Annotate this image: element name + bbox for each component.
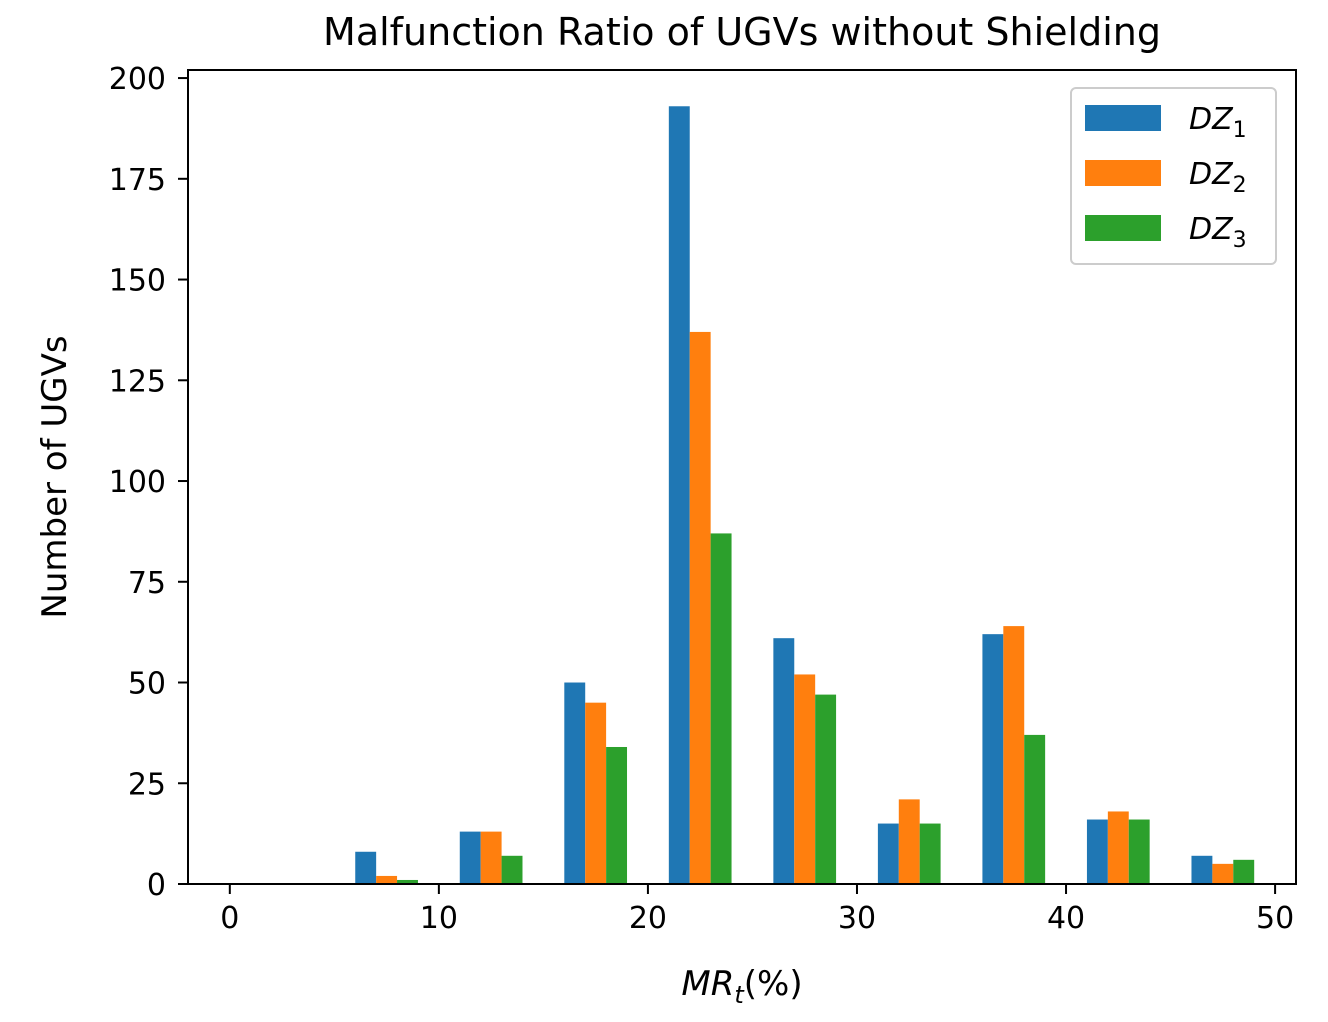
y-tick-label: 50 <box>128 667 166 702</box>
legend-label-sub: 3 <box>1233 228 1247 253</box>
legend-label-dz1: DZ1 <box>1189 102 1247 143</box>
chart-title: Malfunction Ratio of UGVs without Shield… <box>323 10 1161 54</box>
bar-dz1-bin-9 <box>1191 855 1213 884</box>
bar-dz2-bin-8 <box>1107 811 1129 884</box>
bar-dz3-bin-4 <box>710 533 732 884</box>
y-tick-label: 75 <box>128 566 166 601</box>
legend-swatch-dz1 <box>1085 105 1161 131</box>
bar-dz2-bin-2 <box>480 831 502 884</box>
bar-dz1-bin-1 <box>355 851 377 884</box>
bar-dz1-bin-2 <box>459 831 481 884</box>
bar-dz3-bin-8 <box>1128 819 1150 884</box>
plot-frame <box>187 69 1297 885</box>
y-tick-label: 100 <box>109 465 166 500</box>
x-tick-label: 50 <box>1256 901 1294 936</box>
bar-dz2-bin-5 <box>794 674 816 884</box>
y-tick-label: 150 <box>109 264 166 299</box>
bar-dz2-bin-7 <box>1003 626 1025 884</box>
x-axis-title-rest: (%) <box>744 964 803 1004</box>
bar-dz2-bin-3 <box>585 702 607 884</box>
x-axis-title: MRt(%) <box>681 964 802 1009</box>
x-tick-label: 20 <box>629 901 667 936</box>
x-tick-label: 30 <box>838 901 876 936</box>
bar-dz1-bin-4 <box>668 106 690 884</box>
bar-dz1-bin-6 <box>877 823 899 884</box>
y-tick-label: 200 <box>109 62 166 97</box>
legend-label-dz3: DZ3 <box>1189 212 1247 253</box>
y-axis-title: Number of UGVs <box>35 335 75 618</box>
bar-dz2-bin-6 <box>898 799 920 884</box>
bar-dz3-bin-6 <box>919 823 941 884</box>
x-axis-title-main: MR <box>681 964 734 1004</box>
x-tick-label: 0 <box>220 901 239 936</box>
y-tick-label: 0 <box>147 868 166 903</box>
bar-dz2-bin-4 <box>689 331 711 885</box>
bar-dz3-bin-3 <box>606 746 628 884</box>
legend-label-main: DZ <box>1189 212 1234 247</box>
legend-swatch-dz3 <box>1085 215 1161 241</box>
legend-label-sub: 1 <box>1233 118 1247 143</box>
legend-swatch-dz2 <box>1085 160 1161 186</box>
bar-dz1-bin-5 <box>773 638 795 884</box>
bar-dz1-bin-8 <box>1086 819 1108 884</box>
bar-dz2-bin-9 <box>1212 863 1234 884</box>
legend-label-main: DZ <box>1189 157 1234 192</box>
bar-dz3-bin-9 <box>1233 859 1255 884</box>
legend-label-sub: 2 <box>1233 173 1247 198</box>
x-tick-label: 10 <box>420 901 458 936</box>
y-tick-label: 125 <box>109 364 166 399</box>
bar-dz1-bin-3 <box>564 682 586 884</box>
bar-dz2-bin-1 <box>376 875 398 884</box>
axes-layer: 0 10 20 30 40 50 0 25 50 75 100 125 150 175 200 MRt(%) N… <box>35 62 1297 1009</box>
y-tick-label: 175 <box>109 163 166 198</box>
bars-layer <box>355 106 1255 885</box>
bar-dz3-bin-2 <box>501 855 523 884</box>
bar-dz1-bin-7 <box>982 634 1004 884</box>
x-tick-label: 40 <box>1047 901 1085 936</box>
bar-dz3-bin-7 <box>1024 734 1046 884</box>
x-axis-title-sub: t <box>734 981 745 1009</box>
legend-label-dz2: DZ2 <box>1189 157 1247 198</box>
y-tick-label: 25 <box>128 767 166 802</box>
legend-label-main: DZ <box>1189 102 1234 137</box>
bar-dz3-bin-5 <box>815 694 837 884</box>
bar-dz3-bin-1 <box>397 879 418 884</box>
